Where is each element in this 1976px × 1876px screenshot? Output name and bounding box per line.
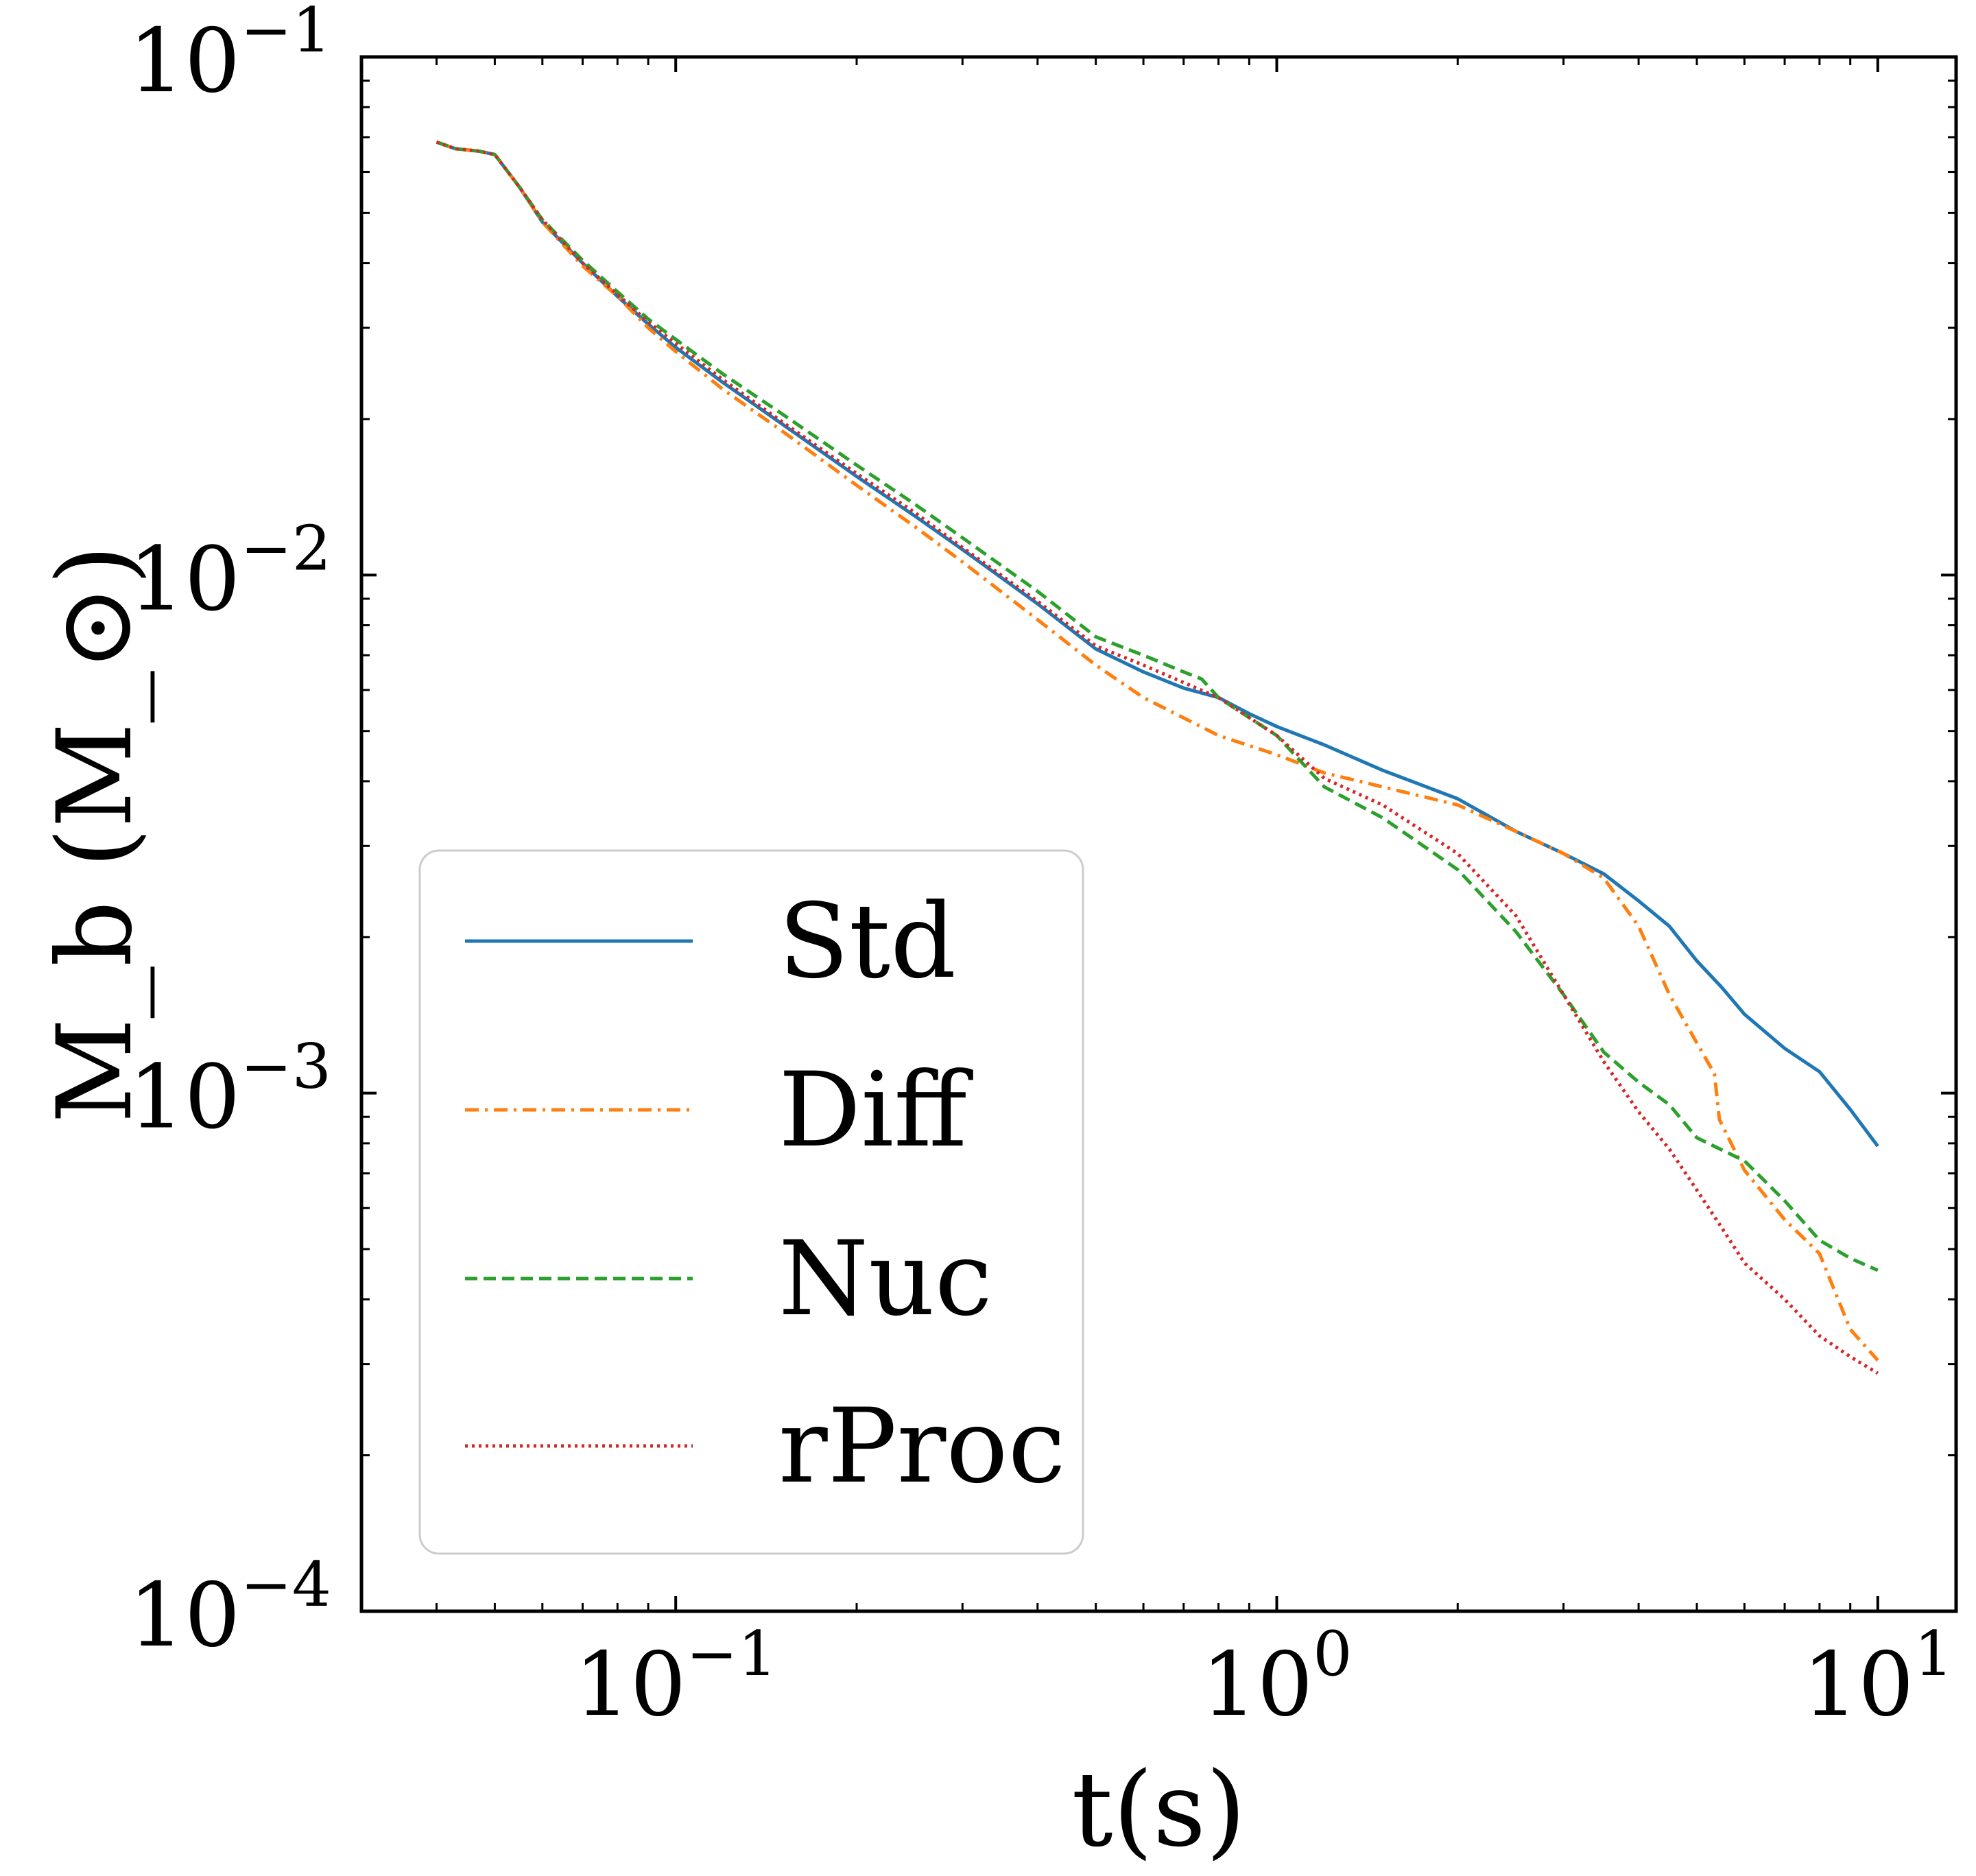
- series-line-diff: [436, 140, 1879, 1362]
- y-tick-label: 10−3: [128, 1031, 331, 1149]
- y-tick-label: 10−1: [128, 0, 331, 112]
- series-line-rproc: [436, 140, 1879, 1375]
- y-axis-label-text: M_b (M_⊙): [36, 545, 155, 1124]
- legend-box: [418, 849, 1084, 1555]
- legend-label-rproc: rProc: [778, 1387, 1066, 1506]
- x-tick-label: 100: [1201, 1618, 1352, 1736]
- legend-label-diff: Diff: [778, 1051, 973, 1170]
- y-axis-label: M_b (M_⊙): [36, 545, 155, 1124]
- legend-label-std: Std: [778, 882, 956, 1001]
- x-tick-label: 10−1: [574, 1618, 777, 1736]
- x-tick-label: 101: [1802, 1618, 1953, 1736]
- series-layer: [436, 140, 1879, 1375]
- plot-frame: [359, 55, 1958, 1613]
- series-line-nuc: [436, 140, 1879, 1272]
- x-axis-label: t(s): [1071, 1750, 1246, 1870]
- y-tick-label: 10−2: [128, 512, 331, 630]
- y-tick-label: 10−4: [128, 1549, 331, 1667]
- legend-label-nuc: Nuc: [778, 1220, 992, 1339]
- legend: Std Diff Nuc rProc: [418, 849, 1084, 1555]
- tick-labels: 10−1 100 101 10−1 10−2 10−3 10−4: [128, 0, 1953, 1736]
